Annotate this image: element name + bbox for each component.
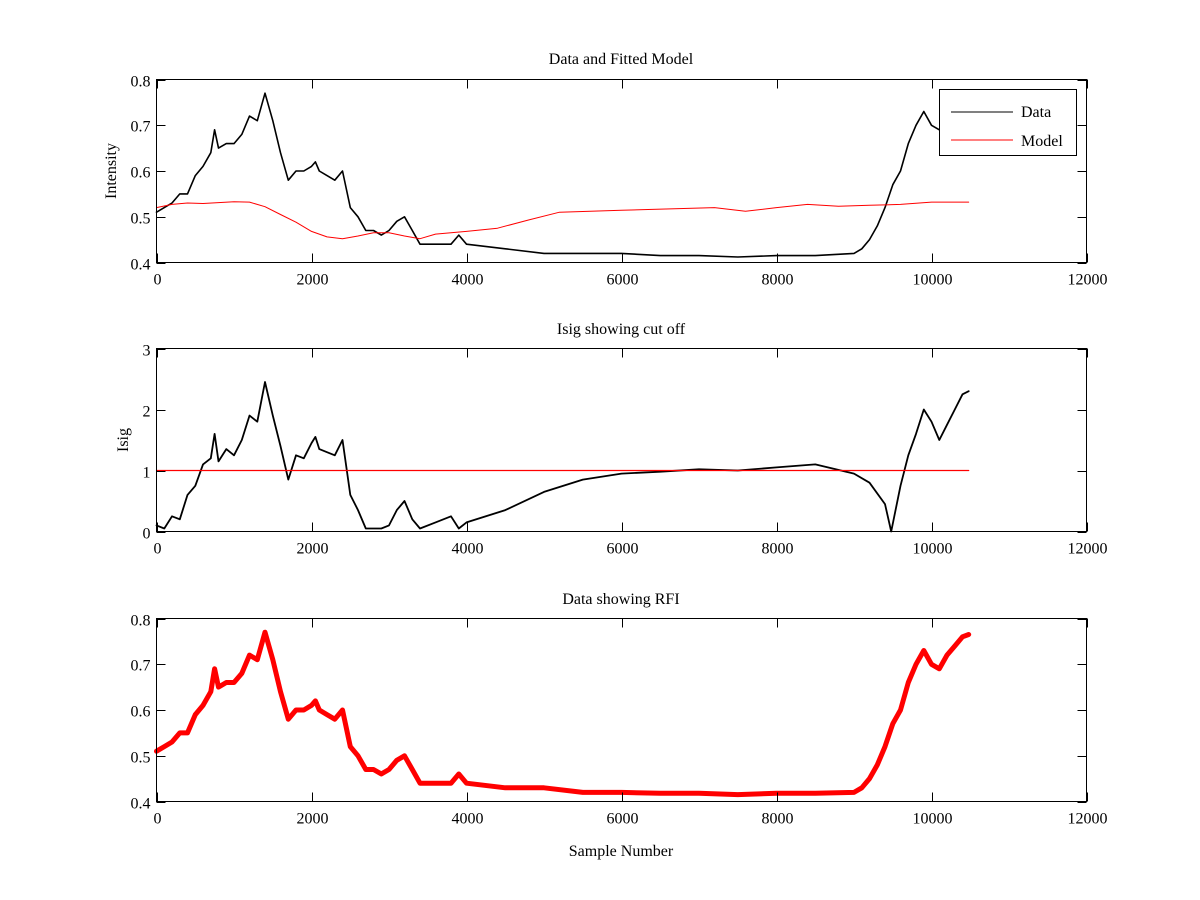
x-tick-label: 6000 xyxy=(607,541,639,558)
x-tick-label: 0 xyxy=(154,272,162,289)
x-tick-label: 10000 xyxy=(913,541,953,558)
subplot-title: Data showing RFI xyxy=(562,591,679,608)
x-tick-label: 2000 xyxy=(297,541,329,558)
series-layer xyxy=(155,381,970,533)
x-tick-label: 12000 xyxy=(1068,541,1108,558)
series-line-rfi xyxy=(154,629,972,798)
legend-box xyxy=(939,89,1077,156)
series-layer xyxy=(155,92,970,258)
legend-label-model: Model xyxy=(1021,133,1063,150)
subplot-data-and-fitted-model: Data and Fitted Model Intensity 0 2000 400… xyxy=(103,51,1108,289)
x-tick-label: 4000 xyxy=(452,811,484,828)
y-tick-label: 2 xyxy=(143,404,151,421)
ticks-layer: 0 2000 4000 6000 8000 10000 12000 0.4 0.5 0.6 0.7 0… xyxy=(131,74,1108,289)
x-tick-label: 10000 xyxy=(913,811,953,828)
x-tick-label: 8000 xyxy=(762,272,794,289)
ticks-layer: 0 2000 4000 6000 8000 10000 12000 0 1 2 3 xyxy=(143,343,1108,558)
x-tick-label: 4000 xyxy=(452,272,484,289)
axes-frame xyxy=(156,618,1087,802)
x-axis-label: Sample Number xyxy=(569,843,674,860)
series-layer xyxy=(154,629,972,798)
legend-label-data: Data xyxy=(1021,104,1051,121)
y-tick-label: 0 xyxy=(143,526,151,543)
y-axis-label: Isig xyxy=(115,428,132,452)
y-tick-label: 0.8 xyxy=(131,613,151,630)
y-tick-label: 0.6 xyxy=(131,165,151,182)
subplot-data-showing-rfi: Data showing RFI Sample Number 0 2000 4000… xyxy=(131,591,1108,860)
x-tick-label: 4000 xyxy=(452,541,484,558)
series-line-data xyxy=(155,92,970,258)
x-tick-label: 2000 xyxy=(297,272,329,289)
x-tick-label: 2000 xyxy=(297,811,329,828)
y-tick-label: 0.4 xyxy=(131,796,151,813)
x-tick-label: 6000 xyxy=(607,272,639,289)
y-tick-label: 0.5 xyxy=(131,211,151,228)
x-tick-label: 8000 xyxy=(762,541,794,558)
y-tick-label: 0.4 xyxy=(131,257,151,274)
subplot-title: Data and Fitted Model xyxy=(549,51,694,68)
y-tick-label: 0.7 xyxy=(131,119,151,136)
x-tick-label: 8000 xyxy=(762,811,794,828)
axes-frame xyxy=(156,348,1087,532)
series-line-model xyxy=(156,201,970,240)
x-tick-label: 12000 xyxy=(1068,272,1108,289)
x-tick-label: 0 xyxy=(154,811,162,828)
y-axis-label: Intensity xyxy=(103,143,120,199)
subplot-title: Isig showing cut off xyxy=(557,321,686,338)
x-tick-label: 12000 xyxy=(1068,811,1108,828)
y-tick-label: 0.8 xyxy=(131,74,151,91)
x-tick-label: 6000 xyxy=(607,811,639,828)
y-tick-label: 0.5 xyxy=(131,750,151,767)
y-tick-label: 0.7 xyxy=(131,658,151,675)
x-tick-label: 0 xyxy=(154,541,162,558)
series-line-isig xyxy=(155,381,970,533)
x-tick-label: 10000 xyxy=(913,272,953,289)
subplot-isig-showing-cut-off: Isig showing cut off Isig 0 2000 4000 6000 8… xyxy=(115,321,1108,558)
y-tick-label: 3 xyxy=(143,343,151,360)
ticks-layer: 0 2000 4000 6000 8000 10000 12000 0.4 0.5 0.6 0.7 0… xyxy=(131,613,1108,828)
legend: Data Model xyxy=(939,89,1077,156)
axes-frame xyxy=(156,79,1087,263)
y-tick-label: 0.6 xyxy=(131,704,151,721)
y-tick-label: 1 xyxy=(143,465,151,482)
